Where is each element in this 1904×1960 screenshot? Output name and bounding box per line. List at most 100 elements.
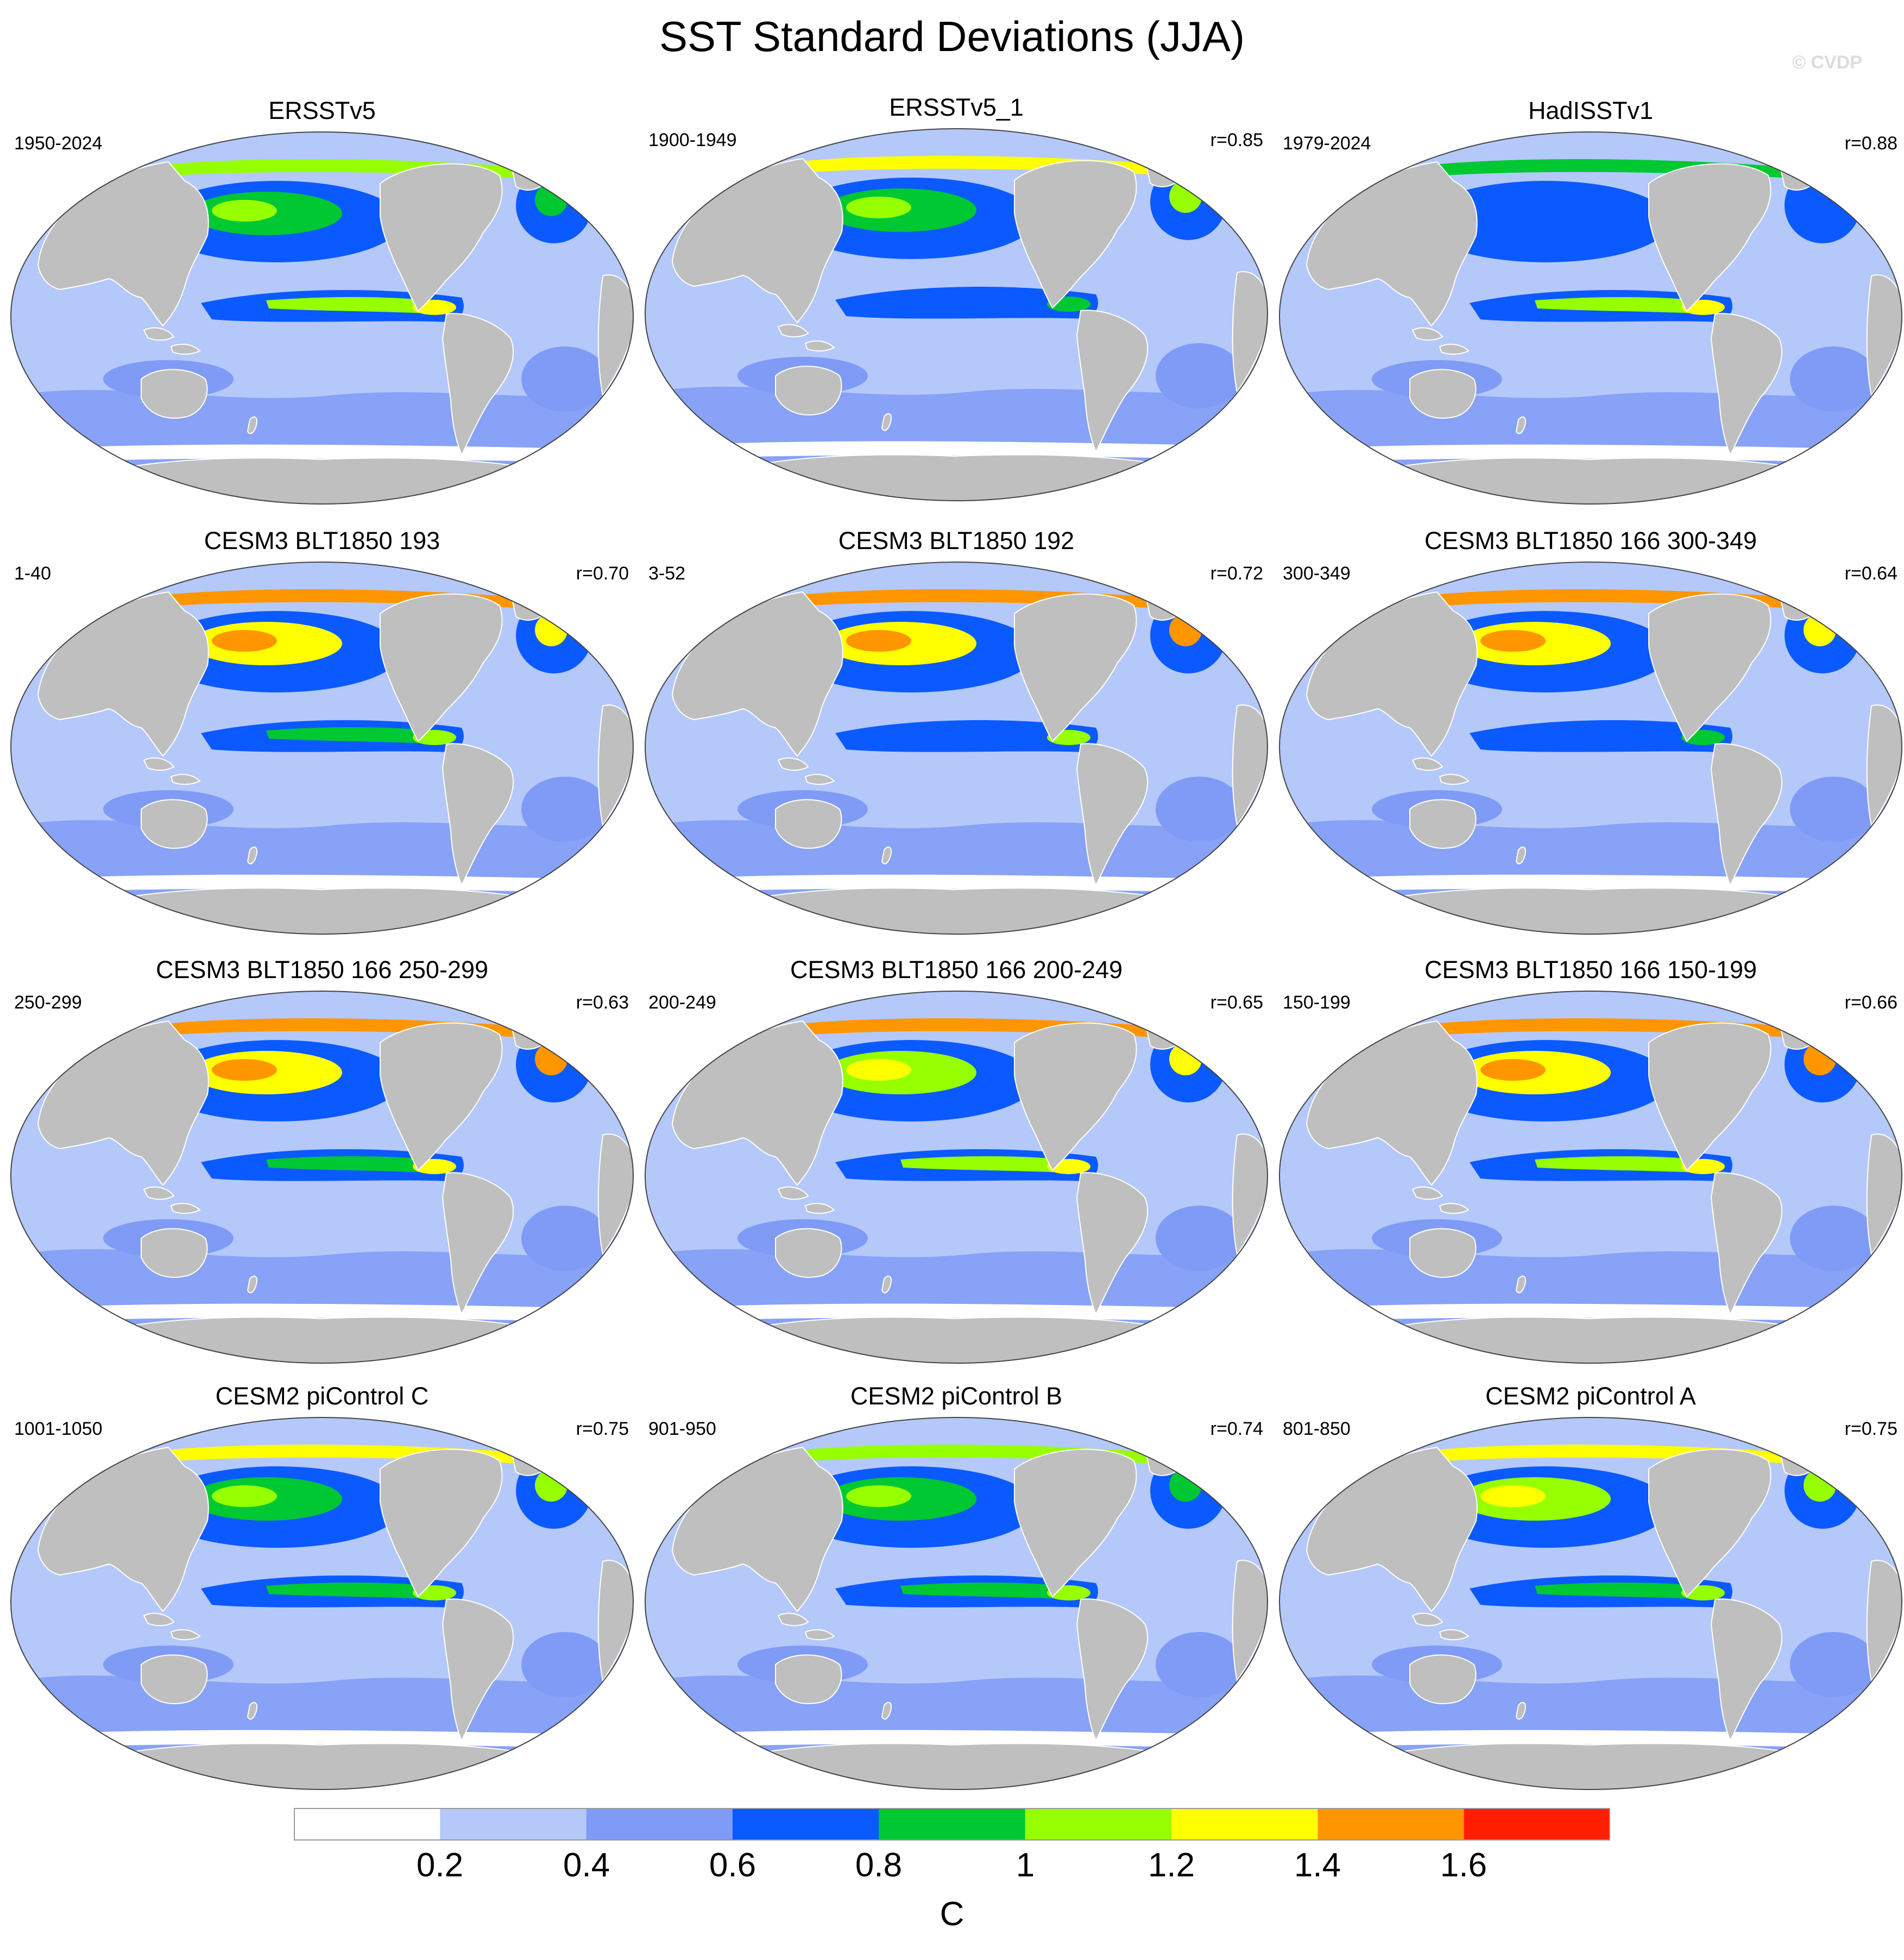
landmass bbox=[1370, 887, 1819, 934]
landmass bbox=[102, 1316, 550, 1363]
landmass bbox=[509, 1018, 555, 1050]
landmass bbox=[597, 704, 633, 827]
map-panel: CESM3 BLT1850 192 3-52 r=0.72 bbox=[640, 527, 1273, 940]
period-label: 1-40 bbox=[14, 563, 52, 584]
landmass bbox=[380, 1022, 503, 1171]
map-panel: ERSSTv5 1950-2024 bbox=[5, 97, 639, 509]
colorbar-swatch bbox=[733, 1808, 879, 1841]
landmass bbox=[247, 846, 257, 865]
colorbar-label: 0.6 bbox=[709, 1846, 756, 1884]
world-map bbox=[1278, 990, 1903, 1364]
landmass bbox=[736, 1743, 1184, 1789]
map-outline bbox=[644, 1416, 1269, 1791]
landmass bbox=[37, 161, 209, 327]
landmass bbox=[1409, 1228, 1477, 1278]
landmass bbox=[804, 1629, 835, 1641]
landmass bbox=[1515, 1275, 1526, 1294]
south-atlantic-patch bbox=[521, 346, 608, 412]
period-label: 3-52 bbox=[648, 563, 686, 584]
landmass bbox=[509, 159, 555, 191]
colorbar-label: 1 bbox=[1016, 1846, 1035, 1884]
enso-tongue bbox=[266, 1156, 452, 1173]
landmass bbox=[102, 457, 550, 504]
map-panel: CESM3 BLT1850 166 300-349 300-349 r=0.64 bbox=[1274, 527, 1904, 940]
enso-tongue bbox=[266, 1582, 452, 1599]
north-pacific-peak bbox=[846, 630, 911, 652]
correlation-label: r=0.75 bbox=[576, 1419, 629, 1439]
panel-title: CESM2 piControl C bbox=[215, 1382, 429, 1410]
landmass bbox=[1710, 1172, 1783, 1316]
landmass bbox=[102, 1743, 550, 1789]
map-outline bbox=[1278, 561, 1903, 935]
landmass bbox=[1439, 1629, 1470, 1641]
map-panel: CESM3 BLT1850 166 250-299 250-299 r=0.63 bbox=[5, 956, 639, 1369]
colorbar-swatch bbox=[586, 1808, 733, 1841]
sea-ice-edge bbox=[16, 1730, 630, 1749]
landmass bbox=[804, 340, 835, 352]
landmass bbox=[671, 591, 843, 757]
enso-tongue bbox=[266, 297, 452, 314]
landmass bbox=[170, 1629, 201, 1641]
world-map bbox=[10, 990, 634, 1364]
map-outline bbox=[644, 561, 1269, 935]
colorbar-label: 0.8 bbox=[855, 1846, 903, 1884]
colorbar-swatch bbox=[440, 1808, 587, 1841]
sea-ice-edge bbox=[1285, 874, 1899, 893]
map-outline bbox=[1278, 990, 1903, 1364]
landmass bbox=[141, 1228, 208, 1278]
landmass bbox=[1076, 1172, 1149, 1316]
landmass bbox=[1866, 1560, 1902, 1682]
landmass bbox=[442, 743, 514, 887]
landmass bbox=[141, 369, 208, 419]
landmass bbox=[442, 313, 514, 457]
north-pacific-peak bbox=[212, 1059, 277, 1081]
landmass bbox=[1778, 589, 1824, 621]
enso-tongue bbox=[900, 727, 1086, 744]
enso-tongue bbox=[1535, 1156, 1720, 1173]
enso-tongue bbox=[900, 1582, 1086, 1599]
landmass bbox=[1409, 799, 1477, 849]
panel-title: CESM3 BLT1850 192 bbox=[838, 527, 1075, 554]
north-pacific-peak bbox=[846, 1059, 911, 1081]
period-label: 200-249 bbox=[648, 992, 716, 1013]
map-outline bbox=[644, 128, 1269, 502]
landmass bbox=[1232, 1133, 1268, 1256]
landmass bbox=[671, 1020, 843, 1186]
panel-title: ERSSTv5 bbox=[268, 97, 376, 124]
landmass bbox=[1370, 1316, 1819, 1363]
map-outline bbox=[10, 131, 634, 505]
colorbar-label: 1.2 bbox=[1148, 1846, 1195, 1884]
watermark: © CVDP bbox=[1792, 52, 1862, 73]
landmass bbox=[37, 591, 209, 757]
enso-tongue bbox=[1535, 297, 1720, 314]
panel-title: CESM3 BLT1850 166 300-349 bbox=[1424, 527, 1757, 554]
landmass bbox=[1076, 743, 1149, 887]
enso-tongue bbox=[900, 293, 1086, 311]
landmass bbox=[671, 157, 843, 324]
landmass bbox=[777, 1612, 809, 1627]
north-pacific-peak bbox=[212, 200, 277, 222]
correlation-label: r=0.75 bbox=[1844, 1419, 1897, 1439]
landmass bbox=[170, 1202, 201, 1214]
map-panel: CESM3 BLT1850 193 1-40 r=0.70 bbox=[5, 527, 639, 940]
landmass bbox=[1306, 1446, 1478, 1612]
landmass bbox=[777, 757, 809, 771]
colorbar-swatch bbox=[1464, 1808, 1610, 1841]
landmass bbox=[671, 1446, 843, 1612]
landmass bbox=[775, 1228, 842, 1278]
landmass bbox=[247, 416, 257, 434]
landmass bbox=[804, 773, 835, 785]
south-atlantic-patch bbox=[1790, 1632, 1877, 1697]
north-pacific-peak bbox=[212, 1485, 277, 1507]
landmass bbox=[775, 799, 842, 849]
world-map bbox=[644, 1416, 1269, 1791]
landmass bbox=[597, 1560, 633, 1682]
landmass bbox=[1411, 327, 1443, 341]
landmass bbox=[1439, 773, 1470, 785]
landmass bbox=[1232, 271, 1268, 394]
sea-ice-edge bbox=[16, 874, 630, 893]
landmass bbox=[102, 887, 550, 934]
landmass bbox=[141, 799, 208, 849]
world-map bbox=[10, 561, 634, 935]
sea-ice-edge bbox=[16, 1303, 630, 1322]
